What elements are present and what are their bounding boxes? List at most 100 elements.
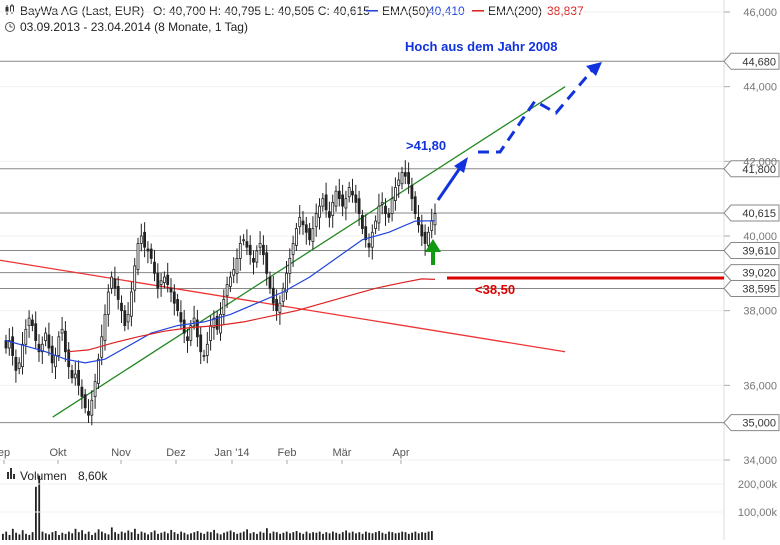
volume-bar [269, 533, 272, 540]
candle-body [73, 373, 77, 379]
candle-body [364, 226, 368, 241]
candle-body [195, 319, 199, 338]
volume-bar [127, 530, 130, 540]
volume-bar [134, 528, 136, 540]
volume-bar [140, 531, 143, 540]
candle-body [268, 276, 272, 289]
volume-bar [394, 533, 397, 540]
candle-body [275, 299, 279, 312]
volume-bar [147, 534, 149, 540]
time-axis: ep Okt Nov Dez Jan '14 Feb Mär Apr [0, 447, 410, 464]
candle-body [420, 224, 424, 237]
volume-bar [322, 533, 324, 540]
volume-bar [361, 533, 364, 540]
candle-body [30, 319, 34, 326]
volume-bar [25, 533, 27, 540]
volume-bar [114, 532, 116, 540]
volume-bar [120, 531, 123, 540]
candle-body [400, 172, 404, 185]
candle-body [106, 291, 110, 315]
annotation-support-level: <38,50 [475, 282, 515, 297]
candle-body [294, 228, 298, 246]
candle-body [133, 265, 137, 291]
candle-body [70, 369, 74, 379]
volume-bar [104, 533, 107, 540]
level-price-label: 38,595 [742, 283, 776, 295]
candle-body [136, 243, 140, 270]
level-price-box [723, 414, 780, 432]
volume-bar [312, 532, 314, 540]
volume-bar [97, 529, 100, 540]
volume-bar [226, 531, 229, 540]
candle-body [143, 231, 147, 248]
volume-bar [407, 533, 410, 540]
candle-body [235, 257, 239, 274]
volume-bar [28, 534, 31, 540]
ema200-legend-value: 38,837 [547, 4, 584, 18]
candle-body [215, 315, 219, 330]
y-tick-label: 46,000 [743, 7, 777, 19]
volume-pane: Volumen 8,60k 200,00k 100,00k [0, 468, 777, 540]
volume-bar [365, 531, 367, 540]
candle-body [357, 198, 361, 215]
volume-bar [137, 533, 140, 540]
x-tick-label: Jan '14 [214, 447, 249, 459]
candle-body [304, 224, 308, 233]
volume-bar [41, 531, 44, 540]
volume-tick-label: 100,00k [738, 507, 778, 519]
volume-bar [345, 530, 347, 540]
y-tick-label: 40,000 [743, 231, 777, 243]
candle-body [334, 190, 338, 207]
candle-body [120, 302, 123, 312]
volume-bar [180, 531, 182, 540]
volume-bar [424, 532, 427, 540]
level-price-label: 39,610 [742, 246, 776, 258]
volume-bar [374, 532, 377, 540]
candle-body [331, 201, 335, 216]
candle-body [176, 299, 180, 312]
volume-bar [35, 486, 37, 540]
volume-bar [21, 530, 24, 540]
x-tick-label: Dez [166, 447, 186, 459]
projection-arrow-solid [436, 167, 462, 201]
candle-body [162, 276, 166, 284]
volume-bar [256, 533, 258, 540]
candle-body [156, 272, 160, 289]
volume-bar [38, 475, 41, 540]
volume-bar [378, 531, 380, 540]
candle-body [67, 349, 71, 368]
candle-body [367, 243, 371, 248]
candle-body [248, 244, 252, 256]
level-price-box [723, 279, 780, 297]
candle-body [252, 257, 255, 263]
y-tick-label: 44,000 [743, 82, 777, 94]
y-tick-label: 36,000 [743, 380, 777, 392]
volume-bar [262, 532, 265, 540]
candle-body [281, 287, 285, 302]
candle-body [341, 194, 345, 207]
level-price-box [723, 242, 780, 260]
candle-body [324, 194, 328, 211]
candle-body [166, 274, 170, 285]
uptrend-trendline [52, 86, 566, 418]
candle-body [54, 355, 57, 368]
volume-bar [167, 533, 169, 540]
volume-bar [421, 532, 423, 540]
candle-body [347, 187, 351, 198]
volume-bar [193, 532, 196, 540]
volume-bar [242, 531, 245, 540]
volume-bar [87, 531, 90, 540]
candle-body [169, 287, 173, 293]
candle-body [11, 336, 15, 356]
volume-bar [246, 529, 248, 540]
volume-bar [341, 532, 344, 540]
volume-bar [157, 533, 159, 540]
x-tick-label: Feb [278, 447, 297, 459]
candle-body [146, 248, 150, 252]
volume-value: 8,60k [78, 469, 108, 483]
candle-body [370, 231, 374, 248]
ema200-legend-label: EMA(200) [488, 4, 542, 18]
candle-body [407, 172, 411, 185]
period-label: 03.09.2013 - 23.04.2014 (8 Monate, 1 Tag… [20, 20, 248, 34]
